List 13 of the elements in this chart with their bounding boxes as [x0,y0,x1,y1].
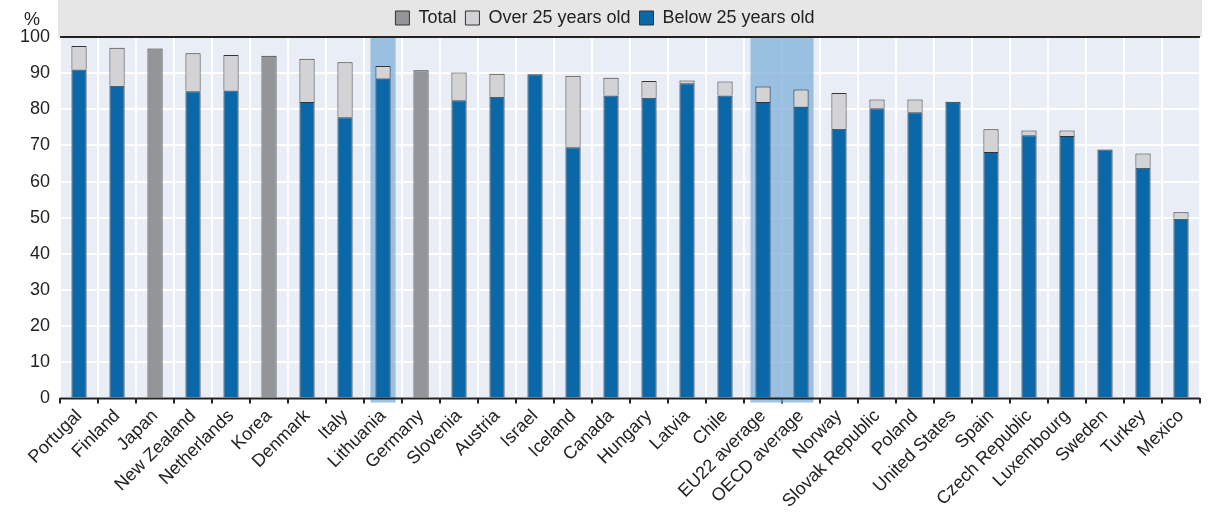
y-tick-label: 90 [30,62,51,83]
y-tick-label: 40 [30,242,51,263]
y-tick-label: 10 [30,351,51,372]
y-tick-label: 80 [30,98,51,119]
y-tick-label: 60 [30,170,51,191]
y-tick-label: 50 [30,206,51,227]
legend-label: Below 25 years old [662,6,815,27]
legend-label: Total [418,6,457,27]
y-tick-label: 30 [30,278,51,299]
y-tick-label: 20 [30,315,51,336]
y-tick-label: 0 [40,387,51,408]
y-tick-label: 70 [30,134,51,155]
legend-label: Over 25 years old [488,6,631,27]
